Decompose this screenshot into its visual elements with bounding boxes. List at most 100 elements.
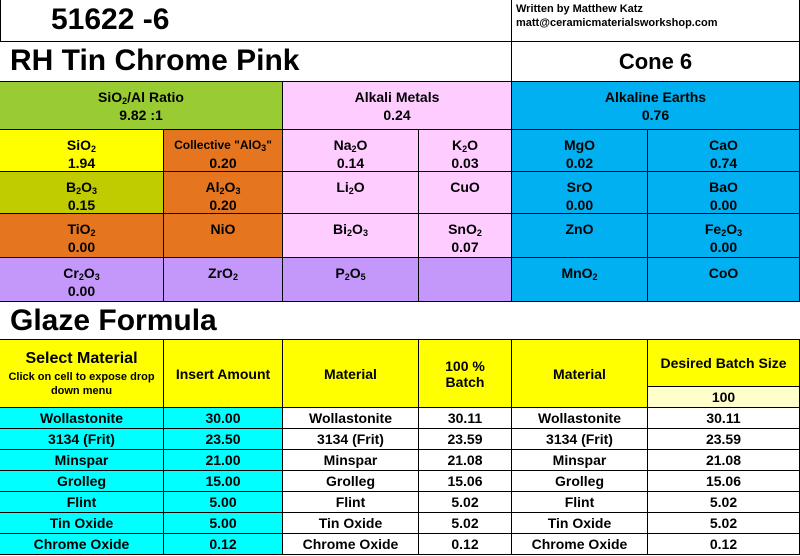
material-cell: Tin Oxide	[283, 513, 419, 534]
material-label: Material	[324, 365, 377, 382]
bi2o3-label: Bi	[333, 221, 348, 237]
oxide-bao[interactable]: BaO 0.00	[648, 172, 800, 214]
desired-cell: 0.12	[648, 534, 800, 555]
alkali-metals-header: Alkali Metals 0.24	[283, 82, 512, 130]
oxide-sio2[interactable]: SiO2 1.94	[0, 130, 164, 172]
select-material-cell[interactable]: Grolleg	[0, 471, 164, 492]
oxide-empty	[419, 258, 512, 302]
oxide-nio[interactable]: NiO	[164, 214, 283, 258]
desired-cell: 5.02	[648, 513, 800, 534]
col-material-2: Material	[512, 340, 648, 408]
oxide-k2o[interactable]: K2O 0.03	[419, 130, 512, 172]
material2-cell: 3134 (Frit)	[512, 429, 648, 450]
zno-label: ZnO	[565, 221, 594, 237]
insert-amount-cell[interactable]: 21.00	[164, 450, 283, 471]
oxide-sno2[interactable]: SnO2 0.07	[419, 214, 512, 258]
oxide-collective-al2o3[interactable]: Collective "AlO3" 0.20	[164, 130, 283, 172]
al2o3-value: 0.20	[209, 197, 237, 213]
ratio-label: Ratio	[148, 89, 184, 105]
insert-amount-cell[interactable]: 30.00	[164, 408, 283, 429]
oxide-al2o3[interactable]: Al2O3 0.20	[164, 172, 283, 214]
oxide-sro[interactable]: SrO 0.00	[512, 172, 648, 214]
batch-cell: 5.02	[419, 492, 512, 513]
p2o5-label: P	[335, 265, 345, 281]
sro-value: 0.00	[565, 197, 594, 213]
desired-batch-label: Desired Batch Size	[660, 355, 787, 371]
sio2-al-ratio-header: SiO2/Al Ratio 9.82 :1	[0, 82, 283, 130]
oxide-na2o[interactable]: Na2O 0.14	[283, 130, 419, 172]
alkali-value: 0.24	[383, 107, 411, 123]
col-insert-amount: Insert Amount	[164, 340, 283, 408]
insert-amount-label: Insert Amount	[175, 365, 271, 382]
sro-label: SrO	[566, 179, 593, 195]
mgo-value: 0.02	[565, 155, 594, 171]
oxide-zro2[interactable]: ZrO2	[164, 258, 283, 302]
insert-amount-cell[interactable]: 5.00	[164, 513, 283, 534]
oxide-li2o[interactable]: Li2O	[283, 172, 419, 214]
desired-cell: 15.06	[648, 471, 800, 492]
insert-amount-cell[interactable]: 0.12	[164, 534, 283, 555]
cuo-label: CuO	[450, 179, 480, 195]
insert-amount-cell[interactable]: 23.50	[164, 429, 283, 450]
oxide-zno[interactable]: ZnO	[512, 214, 648, 258]
batch-label: 100 % Batch	[445, 357, 485, 390]
collective-al2o3-label: Collective "Al	[174, 138, 252, 152]
batch-cell: 5.02	[419, 513, 512, 534]
glaze-name: RH Tin Chrome Pink	[0, 42, 512, 82]
zro2-label: ZrO	[208, 265, 233, 281]
oxide-fe2o3[interactable]: Fe2O3 0.00	[648, 214, 800, 258]
material-cell: Flint	[283, 492, 419, 513]
fe2o3-value: 0.00	[709, 239, 738, 255]
select-material-cell[interactable]: Minspar	[0, 450, 164, 471]
oxide-p2o5[interactable]: P2O5	[283, 258, 419, 302]
material2-cell: Minspar	[512, 450, 648, 471]
batch-cell: 30.11	[419, 408, 512, 429]
select-material-cell[interactable]: Chrome Oxide	[0, 534, 164, 555]
mgo-label: MgO	[563, 137, 596, 153]
select-material-label: Select Material	[25, 349, 138, 367]
oxide-coo[interactable]: CoO	[648, 258, 800, 302]
recipe-number: 51622 -6	[0, 0, 512, 42]
cr2o3-value: 0.00	[67, 283, 96, 299]
oxide-mgo[interactable]: MgO 0.02	[512, 130, 648, 172]
col-select-material: Select Material Click on cell to expose …	[0, 340, 164, 408]
author-info: Written by Matthew Katz matt@ceramicmate…	[512, 0, 800, 42]
material2-cell: Tin Oxide	[512, 513, 648, 534]
select-material-cell[interactable]: 3134 (Frit)	[0, 429, 164, 450]
material-cell: Grolleg	[283, 471, 419, 492]
earth-value: 0.76	[641, 107, 670, 123]
material2-cell: Flint	[512, 492, 648, 513]
oxide-b2o3[interactable]: B2O3 0.15	[0, 172, 164, 214]
select-material-cell[interactable]: Tin Oxide	[0, 513, 164, 534]
batch-cell: 15.06	[419, 471, 512, 492]
desired-cell: 21.08	[648, 450, 800, 471]
oxide-tio2[interactable]: TiO2 0.00	[0, 214, 164, 258]
b2o3-value: 0.15	[67, 197, 96, 213]
material2-label: Material	[553, 365, 606, 382]
oxide-bi2o3[interactable]: Bi2O3	[283, 214, 419, 258]
select-material-cell[interactable]: Flint	[0, 492, 164, 513]
material-cell: 3134 (Frit)	[283, 429, 419, 450]
collective-al2o3-value: 0.20	[209, 155, 237, 171]
sio2-value: 1.94	[67, 155, 96, 171]
cao-value: 0.74	[709, 155, 738, 171]
material-cell: Wollastonite	[283, 408, 419, 429]
material2-cell: Wollastonite	[512, 408, 648, 429]
na2o-value: 0.14	[336, 155, 365, 171]
insert-amount-cell[interactable]: 15.00	[164, 471, 283, 492]
oxide-cao[interactable]: CaO 0.74	[648, 130, 800, 172]
oxide-cr2o3[interactable]: Cr2O3 0.00	[0, 258, 164, 302]
oxide-cuo[interactable]: CuO	[419, 172, 512, 214]
earth-label: Alkaline Earths	[604, 89, 707, 105]
k2o-value: 0.03	[451, 155, 479, 171]
li2o-label: Li	[336, 179, 349, 195]
col-batch: 100 % Batch	[419, 340, 512, 408]
author-email: matt@ceramicmaterialsworkshop.com	[516, 17, 718, 29]
material-cell: Chrome Oxide	[283, 534, 419, 555]
material2-cell: Grolleg	[512, 471, 648, 492]
cone-label: Cone 6	[512, 42, 800, 82]
desired-batch-input[interactable]: 100	[648, 386, 799, 407]
select-material-cell[interactable]: Wollastonite	[0, 408, 164, 429]
oxide-mno2[interactable]: MnO2	[512, 258, 648, 302]
insert-amount-cell[interactable]: 5.00	[164, 492, 283, 513]
